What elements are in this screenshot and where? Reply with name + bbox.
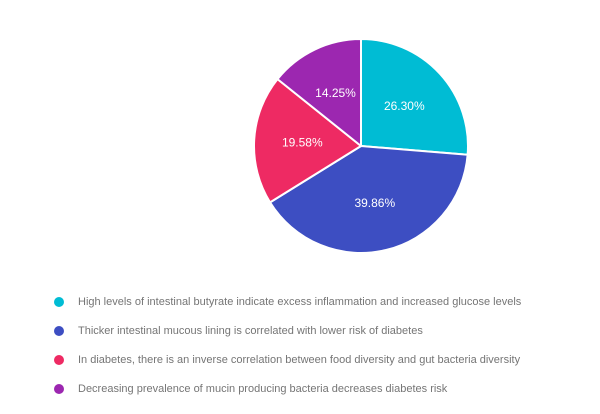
legend-item-label: In diabetes, there is an inverse correla…: [78, 354, 521, 366]
legend-marker-icon: [54, 355, 64, 365]
legend-item-label: Thicker intestinal mucous lining is corr…: [78, 325, 423, 337]
pie-slice-label-1: 39.86%: [354, 196, 395, 210]
legend-item-label: Decreasing prevalence of mucin producing…: [78, 383, 448, 395]
legend-item-butyrate[interactable]: High levels of intestinal butyrate indic…: [54, 296, 521, 308]
pie-slice-label-3: 14.25%: [315, 86, 356, 100]
legend: High levels of intestinal butyrate indic…: [54, 296, 521, 412]
pie-slice-3[interactable]: [276, 38, 362, 147]
legend-item-label: High levels of intestinal butyrate indic…: [78, 296, 522, 308]
legend-item-mucous-lining[interactable]: Thicker intestinal mucous lining is corr…: [54, 325, 521, 337]
legend-marker-icon: [54, 297, 64, 307]
legend-item-mucin-bacteria[interactable]: Decreasing prevalence of mucin producing…: [54, 383, 521, 395]
legend-marker-icon: [54, 326, 64, 336]
pie-slice-label-2: 19.58%: [282, 136, 323, 150]
legend-marker-icon: [54, 384, 64, 394]
pie-slice-0[interactable]: [360, 38, 469, 156]
legend-item-food-diversity[interactable]: In diabetes, there is an inverse correla…: [54, 354, 521, 366]
pie-slice-2[interactable]: [253, 78, 362, 204]
pie-slice-label-0: 26.30%: [384, 99, 425, 113]
